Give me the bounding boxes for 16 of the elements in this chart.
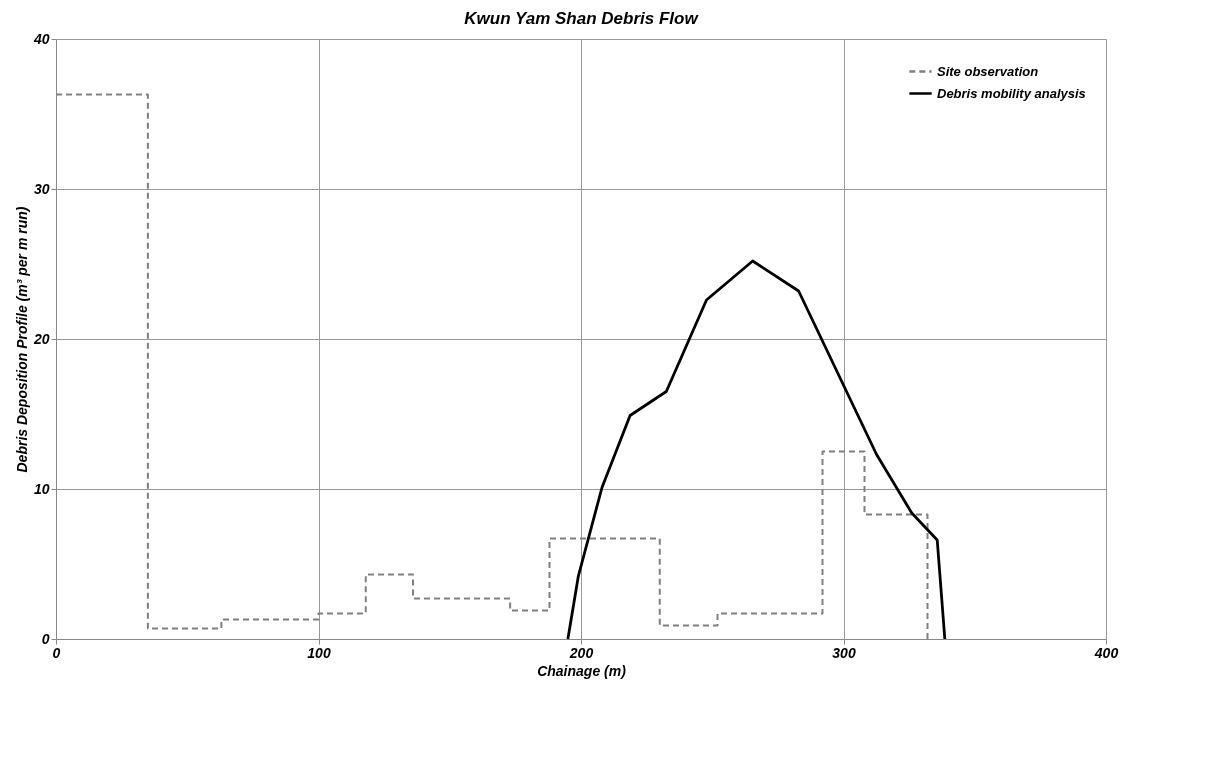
x-tick-label: 400 (1093, 644, 1119, 661)
x-tick-label: 100 (307, 644, 331, 661)
y-tick-label: 10 (33, 480, 50, 497)
y-tick-label: 40 (32, 30, 50, 47)
legend-label: Site observation (937, 63, 1039, 79)
y-axis-title: Debris Deposition Profile (m³ per m run) (13, 206, 30, 473)
x-tick-label: 300 (832, 644, 856, 661)
line-series (566, 259, 947, 641)
y-tick-label: 30 (33, 180, 50, 197)
x-tick-label: 200 (568, 644, 594, 661)
y-tick-label: 0 (41, 630, 50, 647)
legend-label: Debris mobility analysis (937, 85, 1086, 101)
chart-title: Kwun Yam Shan Debris Flow (464, 9, 700, 28)
y-tick-label: 20 (32, 330, 50, 347)
x-tick-label: 0 (52, 644, 61, 661)
x-axis-title: Chainage (m) (537, 662, 627, 679)
